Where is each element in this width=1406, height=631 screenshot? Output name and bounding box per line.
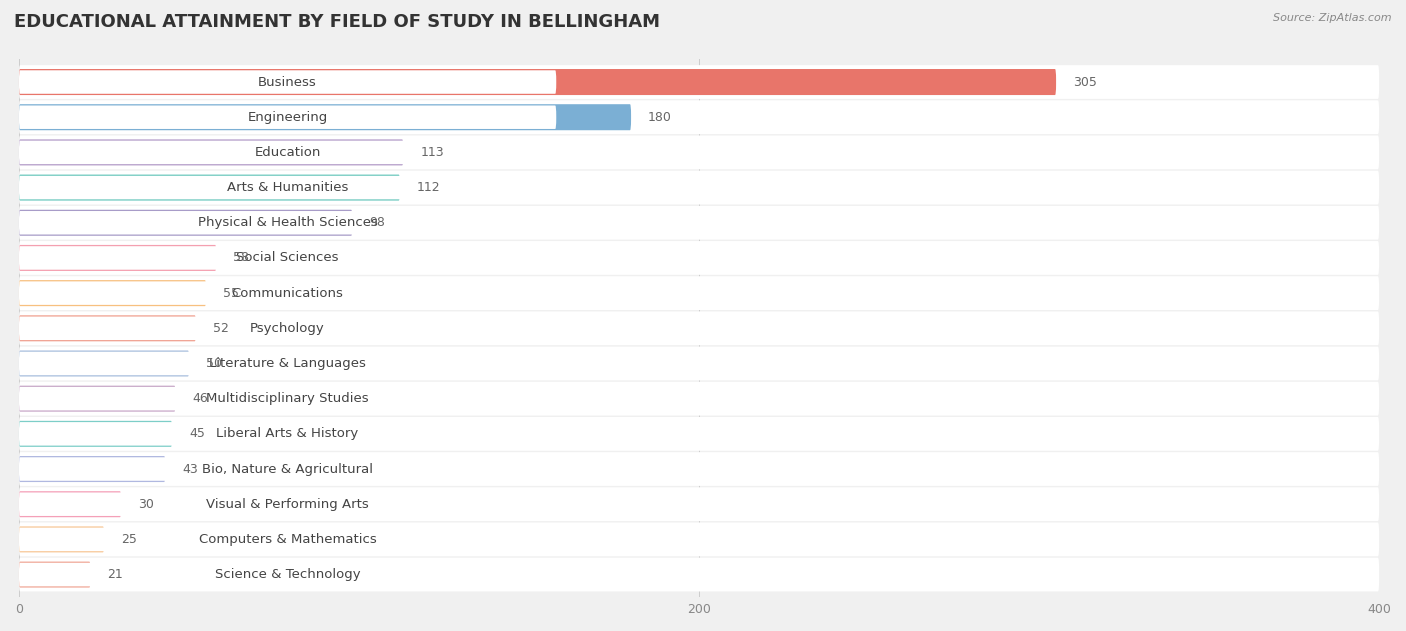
Text: EDUCATIONAL ATTAINMENT BY FIELD OF STUDY IN BELLINGHAM: EDUCATIONAL ATTAINMENT BY FIELD OF STUDY… <box>14 13 659 31</box>
Text: Literature & Languages: Literature & Languages <box>209 357 366 370</box>
Text: 58: 58 <box>233 251 249 264</box>
FancyBboxPatch shape <box>18 386 176 411</box>
FancyBboxPatch shape <box>18 350 188 377</box>
FancyBboxPatch shape <box>18 317 557 340</box>
Text: Social Sciences: Social Sciences <box>236 251 339 264</box>
Text: Physical & Health Sciences: Physical & Health Sciences <box>198 216 378 229</box>
FancyBboxPatch shape <box>18 528 557 551</box>
Text: 45: 45 <box>188 427 205 440</box>
FancyBboxPatch shape <box>18 452 1379 486</box>
FancyBboxPatch shape <box>18 312 1379 345</box>
FancyBboxPatch shape <box>18 492 557 516</box>
Text: 112: 112 <box>416 181 440 194</box>
Text: 30: 30 <box>138 498 153 510</box>
Text: Business: Business <box>259 76 316 88</box>
Text: Computers & Mathematics: Computers & Mathematics <box>198 533 377 546</box>
Text: 55: 55 <box>224 286 239 300</box>
FancyBboxPatch shape <box>18 351 557 375</box>
FancyBboxPatch shape <box>18 246 557 269</box>
FancyBboxPatch shape <box>18 522 1379 557</box>
Text: Education: Education <box>254 146 321 159</box>
FancyBboxPatch shape <box>18 105 557 129</box>
FancyBboxPatch shape <box>18 65 1379 99</box>
FancyBboxPatch shape <box>18 69 1056 95</box>
FancyBboxPatch shape <box>18 136 1379 169</box>
FancyBboxPatch shape <box>18 422 557 445</box>
FancyBboxPatch shape <box>18 487 1379 521</box>
Text: Engineering: Engineering <box>247 110 328 124</box>
FancyBboxPatch shape <box>18 211 557 235</box>
FancyBboxPatch shape <box>18 526 104 552</box>
FancyBboxPatch shape <box>18 316 195 341</box>
FancyBboxPatch shape <box>18 382 1379 416</box>
FancyBboxPatch shape <box>18 276 1379 310</box>
Text: 98: 98 <box>370 216 385 229</box>
Text: 21: 21 <box>107 568 124 581</box>
FancyBboxPatch shape <box>18 141 557 164</box>
Text: 50: 50 <box>207 357 222 370</box>
Text: 43: 43 <box>183 463 198 476</box>
Text: Psychology: Psychology <box>250 322 325 335</box>
Text: Science & Technology: Science & Technology <box>215 568 360 581</box>
Text: Bio, Nature & Agricultural: Bio, Nature & Agricultural <box>202 463 373 476</box>
FancyBboxPatch shape <box>18 562 90 587</box>
FancyBboxPatch shape <box>18 206 1379 240</box>
Text: Liberal Arts & History: Liberal Arts & History <box>217 427 359 440</box>
FancyBboxPatch shape <box>18 176 557 199</box>
FancyBboxPatch shape <box>18 421 172 447</box>
FancyBboxPatch shape <box>18 346 1379 380</box>
Text: Visual & Performing Arts: Visual & Performing Arts <box>207 498 368 510</box>
Text: Arts & Humanities: Arts & Humanities <box>226 181 349 194</box>
FancyBboxPatch shape <box>18 139 404 165</box>
Text: 52: 52 <box>212 322 229 335</box>
FancyBboxPatch shape <box>18 175 399 201</box>
FancyBboxPatch shape <box>18 281 557 305</box>
Text: 305: 305 <box>1073 76 1097 88</box>
Text: Multidisciplinary Studies: Multidisciplinary Studies <box>207 392 368 405</box>
FancyBboxPatch shape <box>18 104 631 130</box>
FancyBboxPatch shape <box>18 209 353 236</box>
FancyBboxPatch shape <box>18 100 1379 134</box>
FancyBboxPatch shape <box>18 456 166 482</box>
Text: Communications: Communications <box>232 286 343 300</box>
FancyBboxPatch shape <box>18 417 1379 451</box>
Text: 25: 25 <box>121 533 136 546</box>
FancyBboxPatch shape <box>18 563 557 586</box>
FancyBboxPatch shape <box>18 387 557 410</box>
FancyBboxPatch shape <box>18 558 1379 591</box>
FancyBboxPatch shape <box>18 280 207 306</box>
FancyBboxPatch shape <box>18 457 557 481</box>
FancyBboxPatch shape <box>18 245 217 271</box>
Text: 113: 113 <box>420 146 444 159</box>
Text: 46: 46 <box>193 392 208 405</box>
Text: Source: ZipAtlas.com: Source: ZipAtlas.com <box>1274 13 1392 23</box>
FancyBboxPatch shape <box>18 171 1379 204</box>
FancyBboxPatch shape <box>18 491 121 517</box>
FancyBboxPatch shape <box>18 70 557 94</box>
FancyBboxPatch shape <box>18 241 1379 275</box>
Text: 180: 180 <box>648 110 672 124</box>
